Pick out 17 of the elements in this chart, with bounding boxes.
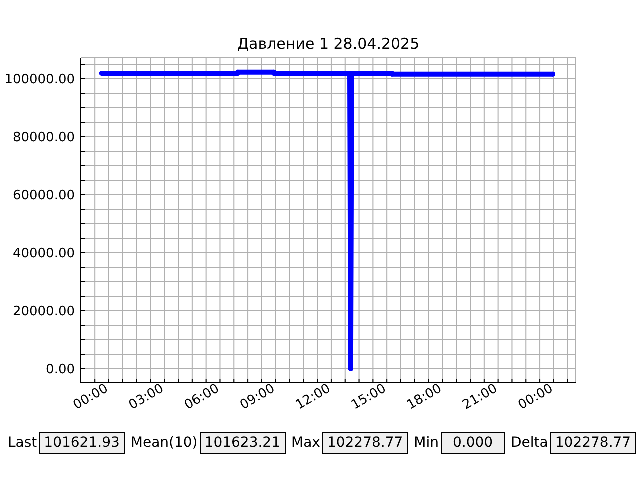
text: Delta (511, 435, 548, 451)
text-field: 101621.93 (39, 432, 125, 454)
text-field: 0.000 (441, 432, 506, 454)
text: Max (292, 435, 320, 451)
chart-title: Давление 1 28.04.2025 (236, 35, 421, 53)
text-field: 102278.77 (550, 432, 636, 454)
text: Last (8, 435, 38, 451)
text: Min (414, 435, 440, 451)
text: Mean(10) (130, 435, 198, 451)
y-tick-label: 60000.00 (12, 188, 75, 204)
y-tick-label: 0.00 (46, 362, 75, 378)
y-tick-label: 100000.00 (4, 72, 75, 88)
y-tick-label: 40000.00 (12, 246, 75, 262)
text-field: 101623.21 (200, 432, 286, 454)
y-tick-label: 80000.00 (12, 130, 75, 146)
text-field: 102278.77 (322, 432, 408, 454)
y-tick-label: 20000.00 (12, 304, 75, 320)
